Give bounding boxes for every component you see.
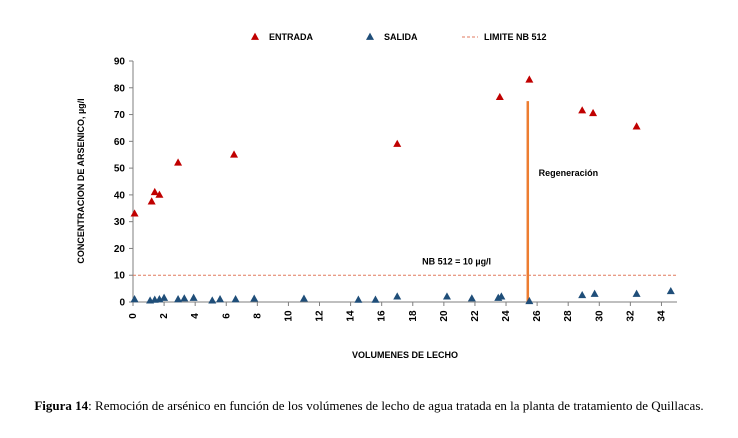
- entrada-point: [632, 122, 641, 130]
- salida-point: [632, 289, 641, 297]
- x-tick-label: 34: [656, 310, 667, 322]
- y-tick-label: 80: [114, 83, 126, 94]
- salida-point: [299, 294, 308, 302]
- salida-point: [231, 295, 240, 303]
- y-tick-label: 60: [114, 137, 126, 148]
- salida-point: [180, 294, 189, 302]
- entrada-point: [155, 190, 164, 198]
- x-tick-label: 12: [315, 310, 326, 322]
- legend-label: ENTRADA: [269, 32, 313, 42]
- entrada-point: [589, 108, 598, 117]
- salida-point: [467, 294, 476, 302]
- salida-point: [208, 296, 217, 304]
- figure-caption: Figura 14: Remoción de arsénico en funci…: [0, 398, 738, 414]
- x-tick-label: 28: [563, 310, 574, 322]
- salida-point: [189, 293, 198, 301]
- y-tick-label: 20: [114, 244, 126, 255]
- salida-point: [666, 286, 675, 295]
- x-tick-label: 0: [128, 313, 139, 319]
- salida-point: [371, 295, 380, 303]
- y-tick-label: 90: [114, 57, 126, 68]
- entrada-point: [174, 158, 183, 166]
- legend: ENTRADA SALIDA LIMITE NB 512: [251, 32, 547, 42]
- y-tick-label: 40: [114, 190, 126, 201]
- salida-point: [216, 295, 225, 303]
- x-tick-label: 32: [625, 310, 636, 322]
- caption-text: : Remoción de arsénico en función de los…: [88, 398, 704, 413]
- salida-point: [160, 293, 169, 301]
- entrada-point: [495, 92, 504, 101]
- legend-label: SALIDA: [384, 32, 418, 42]
- x-tick-label: 16: [377, 310, 388, 322]
- x-tick-label: 24: [501, 310, 512, 322]
- x-tick-label: 20: [439, 310, 450, 322]
- caption-label: Figura 14: [34, 398, 89, 413]
- entrada-point: [525, 75, 534, 83]
- x-tick-label: 10: [283, 310, 294, 322]
- arsenic-chart: ENTRADA SALIDA LIMITE NB 512 0102030405060…: [76, 32, 677, 360]
- x-tick-label: 6: [221, 313, 232, 319]
- regeneration-label: Regeneración: [539, 168, 599, 178]
- y-axis-title: CONCENTRACION DE ARSENICO, µg/l: [76, 98, 86, 263]
- salida-point: [354, 295, 363, 303]
- salida-point: [442, 292, 451, 300]
- y-tick-label: 10: [114, 271, 126, 282]
- entrada-point: [578, 106, 587, 114]
- y-tick-label: 70: [114, 110, 126, 121]
- y-tick-label: 0: [119, 298, 125, 309]
- y-tick-label: 50: [114, 164, 126, 175]
- y-tick-label: 30: [114, 217, 126, 228]
- x-tick-label: 26: [532, 310, 543, 322]
- entrada-point: [130, 209, 139, 217]
- salida-point: [497, 292, 506, 300]
- salida-point: [393, 292, 402, 300]
- x-tick-label: 14: [346, 310, 357, 322]
- salida-point: [174, 295, 183, 303]
- salida-point: [130, 295, 139, 303]
- x-tick-label: 22: [470, 310, 481, 322]
- legend-entrada-swatch: [251, 32, 259, 40]
- x-tick-label: 2: [159, 313, 170, 319]
- x-tick-label: 8: [252, 313, 263, 319]
- entrada-point: [147, 197, 156, 205]
- annotations-layer: Regeneración NB 512 = 10 µg/l: [422, 168, 598, 266]
- points-layer: [130, 75, 675, 305]
- legend-label: LIMITE NB 512: [484, 32, 547, 42]
- salida-point: [590, 289, 599, 297]
- x-tick-label: 18: [408, 310, 419, 322]
- x-tick-label: 4: [190, 313, 201, 319]
- limit-label: NB 512 = 10 µg/l: [422, 257, 491, 267]
- entrada-point: [393, 139, 402, 147]
- x-axis-title: VOLUMENES DE LECHO: [352, 350, 458, 360]
- salida-point: [525, 296, 534, 305]
- legend-salida-swatch: [366, 32, 374, 40]
- salida-point: [250, 294, 259, 302]
- entrada-point: [150, 187, 159, 196]
- salida-point: [578, 290, 587, 299]
- entrada-point: [230, 150, 239, 158]
- x-tick-label: 30: [594, 310, 605, 322]
